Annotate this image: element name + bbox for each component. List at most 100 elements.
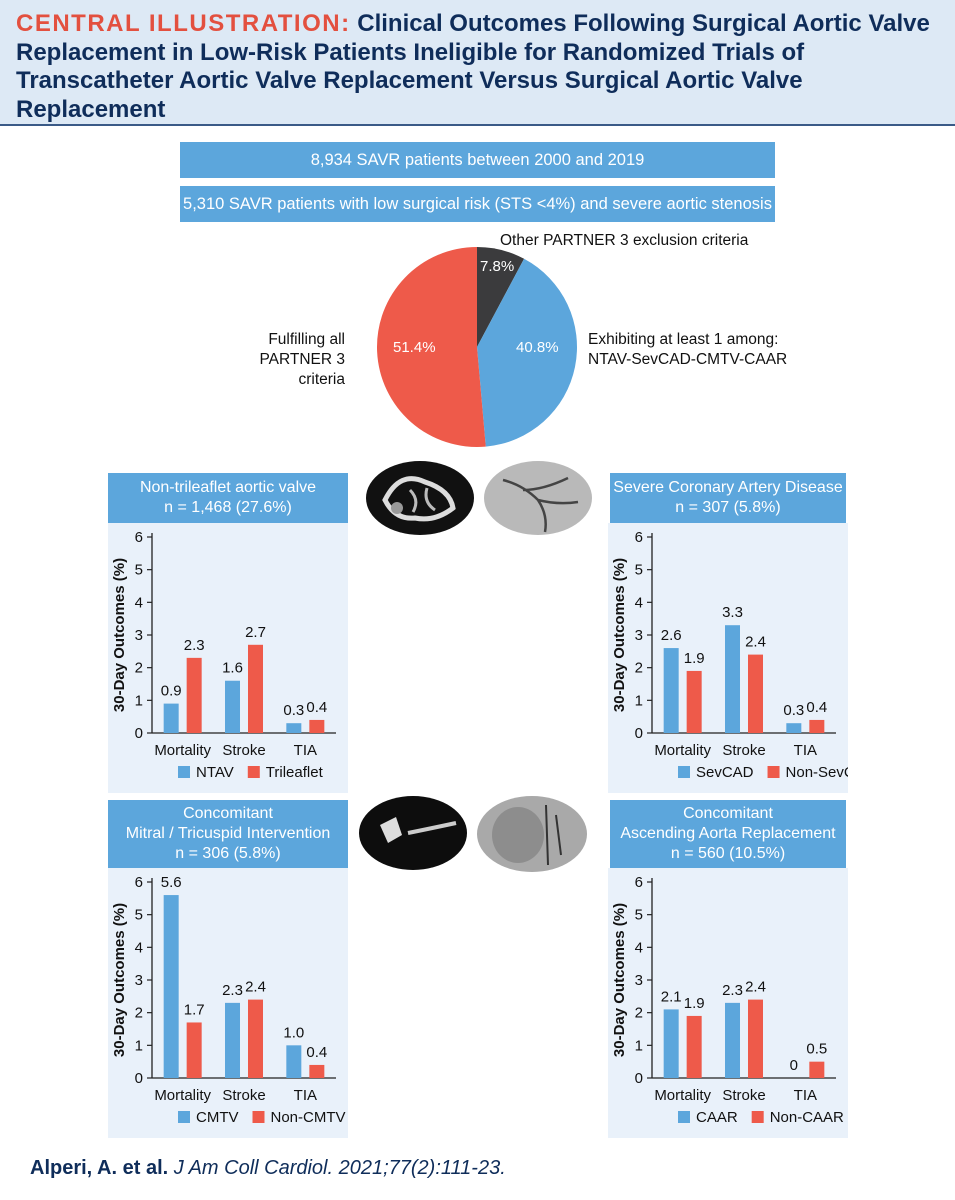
bar-trileaflet-mortality (186, 657, 202, 733)
data-label: 2.4 (745, 979, 766, 996)
legend-swatch-a (178, 766, 190, 778)
x-tick-label: Stroke (722, 1087, 765, 1104)
data-label: 1.0 (283, 1024, 304, 1041)
header-ntav-line1: Non-trileaflet aortic valve (139, 479, 317, 496)
data-label: 0.4 (806, 699, 827, 716)
y-tick-label: 2 (135, 1005, 143, 1022)
y-tick-label: 4 (635, 939, 643, 956)
angiogram-image-sevcad (484, 461, 592, 535)
data-label: 0.3 (783, 702, 804, 719)
pie-label-fulfilling-line2: PARTNER 3 criteria (259, 351, 345, 388)
pie-pct-fulfilling: 51.4% (393, 339, 436, 356)
pie-pct-other: 7.8% (480, 258, 515, 275)
legend-swatch-a (178, 1111, 190, 1123)
chart-background (108, 523, 348, 793)
legend-label-b: Non-SevCAD (786, 764, 848, 781)
data-label: 2.4 (745, 634, 766, 651)
bar-sevcad-tia (786, 723, 802, 733)
bar-cmtv-tia (286, 1045, 302, 1078)
header-caar-line2: Ascending Aorta Replacement (620, 825, 836, 842)
y-tick-label: 6 (135, 529, 143, 546)
echo-image-ntav (366, 461, 474, 535)
title-prefix: CENTRAL ILLUSTRATION: (16, 10, 351, 37)
x-tick-label: Mortality (154, 742, 211, 759)
y-tick-label: 6 (635, 874, 643, 891)
data-label: 0.9 (161, 683, 182, 700)
y-tick-label: 5 (135, 907, 143, 924)
chart-sevcad: 30-Day Outcomes (%) 0 1 2 3 4 5 6 2.61.9 Mortalit… (608, 523, 848, 793)
bar-non-caar-stroke (748, 999, 763, 1078)
bar-ntav-tia (286, 723, 302, 733)
x-tick-label: TIA (294, 1087, 317, 1104)
header-cmtv-line3: n = 306 (5.8%) (175, 845, 281, 862)
pie-slice-exhibiting (477, 258, 577, 447)
header-ntav: Non-trileaflet aortic valve n = 1,468 (2… (108, 473, 348, 523)
header-ntav-line2: n = 1,468 (27.6%) (164, 499, 292, 516)
bar-non-sevcad-stroke (748, 654, 763, 733)
citation: Alperi, A. et al. J Am Coll Cardiol. 202… (30, 1157, 506, 1180)
legend-swatch-b (247, 766, 260, 778)
pie-label-fulfilling-line1: Fulfilling all (268, 331, 345, 348)
y-axis-label: 30-Day Outcomes (%) (111, 903, 128, 1057)
y-tick-label: 3 (135, 972, 143, 989)
y-tick-label: 4 (135, 594, 143, 611)
bar-cmtv-mortality (163, 895, 179, 1078)
x-tick-label: TIA (794, 1087, 817, 1104)
legend-swatch-b (751, 1111, 764, 1123)
bar-sevcad-stroke (725, 625, 740, 733)
y-tick-label: 1 (635, 692, 643, 709)
angiogram-image-caar (477, 796, 587, 872)
y-axis-label: 30-Day Outcomes (%) (111, 558, 128, 712)
data-label: 0.5 (806, 1041, 827, 1058)
citation-journal: J Am Coll Cardiol. 2021;77(2):111-23. (173, 1157, 506, 1179)
legend-swatch-b (767, 766, 780, 778)
y-tick-label: 1 (635, 1037, 643, 1054)
y-tick-label: 3 (135, 627, 143, 644)
y-tick-label: 5 (635, 562, 643, 579)
pie-slice-fulfilling (377, 247, 486, 447)
x-tick-label: Stroke (722, 742, 765, 759)
bar-caar-mortality (663, 1009, 679, 1078)
pie-slice-other (477, 247, 525, 347)
data-label: 1.9 (684, 650, 705, 667)
bar-cmtv-stroke (225, 1002, 240, 1078)
pie-label-exhibiting: Exhibiting at least 1 among: NTAV-SevCAD… (588, 330, 787, 370)
pie-pct-exhibiting: 40.8% (516, 339, 559, 356)
legend-label-a: CAAR (696, 1109, 738, 1126)
pie-label-other: Other PARTNER 3 exclusion criteria (500, 232, 749, 249)
y-tick-label: 3 (635, 972, 643, 989)
pie-label-exhibiting-line2: NTAV-SevCAD-CMTV-CAAR (588, 351, 788, 368)
y-tick-label: 6 (135, 874, 143, 891)
y-tick-label: 4 (635, 594, 643, 611)
y-tick-label: 2 (635, 660, 643, 677)
x-tick-label: Stroke (222, 742, 265, 759)
data-label: 1.7 (184, 1001, 205, 1018)
header-caar-line1: Concomitant (683, 805, 773, 822)
y-tick-label: 2 (635, 1005, 643, 1022)
y-tick-label: 1 (135, 692, 143, 709)
header-sevcad-line2: n = 307 (5.8%) (675, 499, 781, 516)
x-tick-label: Mortality (154, 1087, 211, 1104)
page-title: CENTRAL ILLUSTRATION: Clinical Outcomes … (16, 10, 941, 124)
legend-label-b: Non-CAAR (770, 1109, 844, 1126)
data-label: 1.9 (684, 995, 705, 1012)
chart-caar: 30-Day Outcomes (%) 0 1 2 3 4 5 6 2.1 1.9 Mortalit… (608, 868, 848, 1138)
pie-chart (377, 247, 577, 447)
data-label: 0.4 (306, 699, 327, 716)
legend-label-b: Trileaflet (266, 764, 324, 781)
header-cmtv-line2: Mitral / Tricuspid Intervention (125, 825, 331, 842)
x-tick-label: Mortality (654, 742, 711, 759)
data-label: 2.6 (661, 627, 682, 644)
y-axis-label: 30-Day Outcomes (%) (611, 903, 628, 1057)
bar-caar-stroke (725, 1002, 740, 1078)
data-label: 2.7 (245, 624, 266, 641)
echo-image-cmtv (359, 796, 467, 870)
y-tick-label: 6 (635, 529, 643, 546)
header-sevcad: Severe Coronary Artery Disease n = 307 (… (610, 473, 846, 523)
bar-non-sevcad-mortality (686, 670, 702, 733)
bar-non-sevcad-tia (809, 719, 825, 733)
header-sevcad-line1: Severe Coronary Artery Disease (613, 479, 843, 496)
bar-ntav-stroke (225, 680, 240, 733)
data-label: 0 (790, 1057, 798, 1074)
x-tick-label: TIA (294, 742, 317, 759)
